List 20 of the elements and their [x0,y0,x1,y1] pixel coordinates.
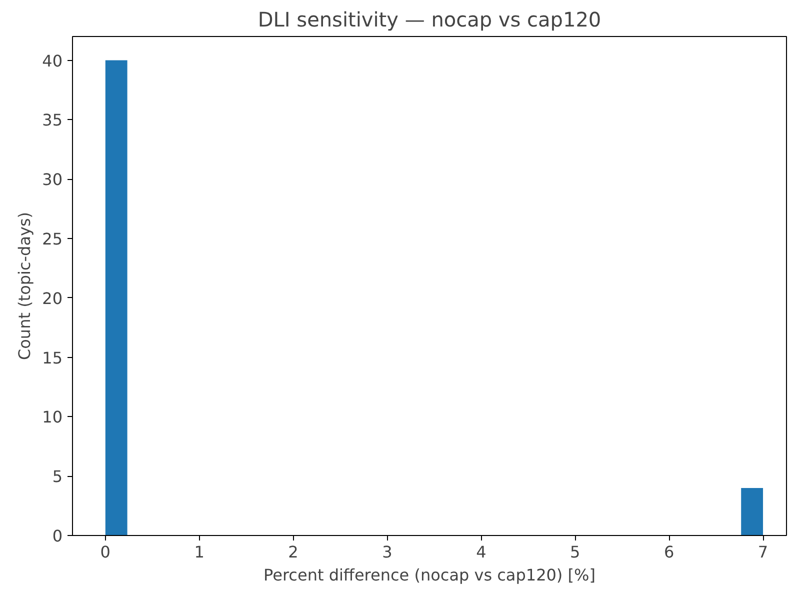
y-tick-label: 10 [42,408,62,427]
x-axis-title: Percent difference (nocap vs cap120) [%] [264,566,596,584]
x-tick-label: 7 [758,542,768,562]
x-tick-label: 4 [476,542,486,562]
x-tick-label: 0 [100,542,110,562]
x-tick-label: 2 [288,542,298,562]
y-tick-label: 35 [42,110,62,130]
y-tick-label: 5 [52,467,63,486]
x-tick-label: 3 [382,542,392,562]
chart-title: DLI sensitivity — nocap vs cap120 [258,8,602,32]
y-tick-label: 20 [42,288,62,308]
y-axis-title: Count (topic-days) [15,212,34,360]
x-tick-label: 5 [570,542,580,562]
y-tick-label: 0 [52,526,63,546]
y-tick-label: 30 [42,170,62,190]
y-tick-label: 25 [42,229,62,248]
y-tick-label: 40 [42,51,62,70]
x-tick-label: 6 [664,542,674,562]
y-tick-label: 15 [42,348,62,368]
x-tick-label: 1 [194,542,204,562]
